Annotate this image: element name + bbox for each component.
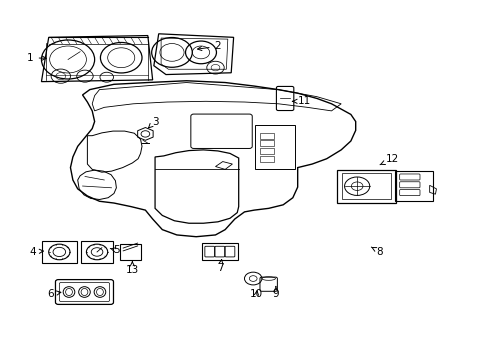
Text: 12: 12 — [379, 154, 398, 165]
Text: 8: 8 — [370, 247, 383, 257]
Text: 1: 1 — [27, 53, 46, 63]
Text: 13: 13 — [125, 262, 139, 275]
Text: 10: 10 — [249, 289, 263, 299]
Text: 5: 5 — [110, 245, 120, 255]
Text: 11: 11 — [292, 96, 311, 106]
Text: 4: 4 — [29, 247, 43, 257]
Text: 7: 7 — [217, 260, 223, 273]
Text: 2: 2 — [197, 41, 221, 51]
Text: 6: 6 — [47, 289, 61, 299]
Text: 9: 9 — [272, 286, 279, 299]
Text: 3: 3 — [148, 117, 158, 128]
